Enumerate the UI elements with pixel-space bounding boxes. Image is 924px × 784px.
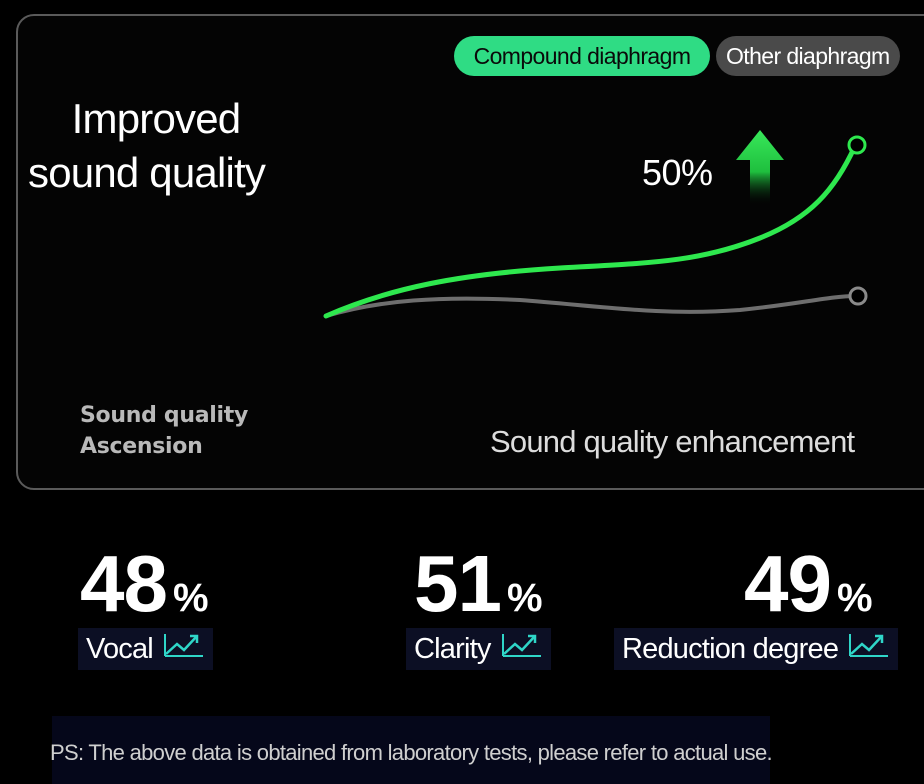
- improvement-percent: 50%: [642, 152, 713, 193]
- headline: Improved sound quality: [28, 92, 328, 200]
- other-diaphragm-endpoint: [848, 286, 868, 306]
- stat-value: 48: [80, 539, 168, 628]
- legend-other-diaphragm[interactable]: Other diaphragm: [716, 36, 900, 76]
- stat-label-box: Reduction degree: [614, 628, 899, 670]
- stat-label-box: Clarity: [406, 628, 551, 670]
- stat-value: 51: [414, 539, 502, 628]
- stat-label-box: Vocal: [78, 628, 213, 670]
- trend-up-icon: [848, 628, 890, 670]
- axis-caption-left: Sound quality Ascension: [80, 400, 248, 462]
- stat-unit: %: [506, 576, 543, 620]
- trend-up-icon: [501, 628, 543, 670]
- comparison-panel: [16, 14, 924, 490]
- stat-unit: %: [172, 576, 209, 620]
- compound-diaphragm-line: [323, 143, 858, 319]
- up-arrow-icon: [736, 130, 784, 206]
- stat-label: Clarity: [414, 633, 491, 665]
- axis-caption-right: Sound quality enhancement: [490, 424, 855, 459]
- stat-value: 49: [744, 539, 832, 628]
- trend-up-icon: [163, 628, 205, 670]
- stat-label: Vocal: [86, 633, 154, 665]
- axis-caption-line-1: Sound quality: [80, 403, 248, 428]
- stat-reduction-degree: 49% Reduction degree: [614, 544, 899, 670]
- stat-vocal: 48% Vocal: [78, 544, 213, 670]
- other-diaphragm-line: [324, 294, 858, 318]
- headline-line-2: sound quality: [28, 149, 266, 196]
- compound-diaphragm-endpoint: [847, 135, 867, 155]
- chart-legend: Compound diaphragm Other diaphragm: [454, 36, 900, 76]
- stat-unit: %: [836, 576, 873, 620]
- stat-clarity: 51% Clarity: [406, 544, 551, 670]
- stat-label: Reduction degree: [622, 633, 839, 665]
- footer-band: [52, 716, 770, 784]
- axis-caption-line-2: Ascension: [80, 434, 203, 459]
- disclaimer-text: PS: The above data is obtained from labo…: [50, 740, 773, 765]
- legend-compound-diaphragm[interactable]: Compound diaphragm: [454, 36, 710, 76]
- headline-line-1: Improved: [71, 95, 241, 142]
